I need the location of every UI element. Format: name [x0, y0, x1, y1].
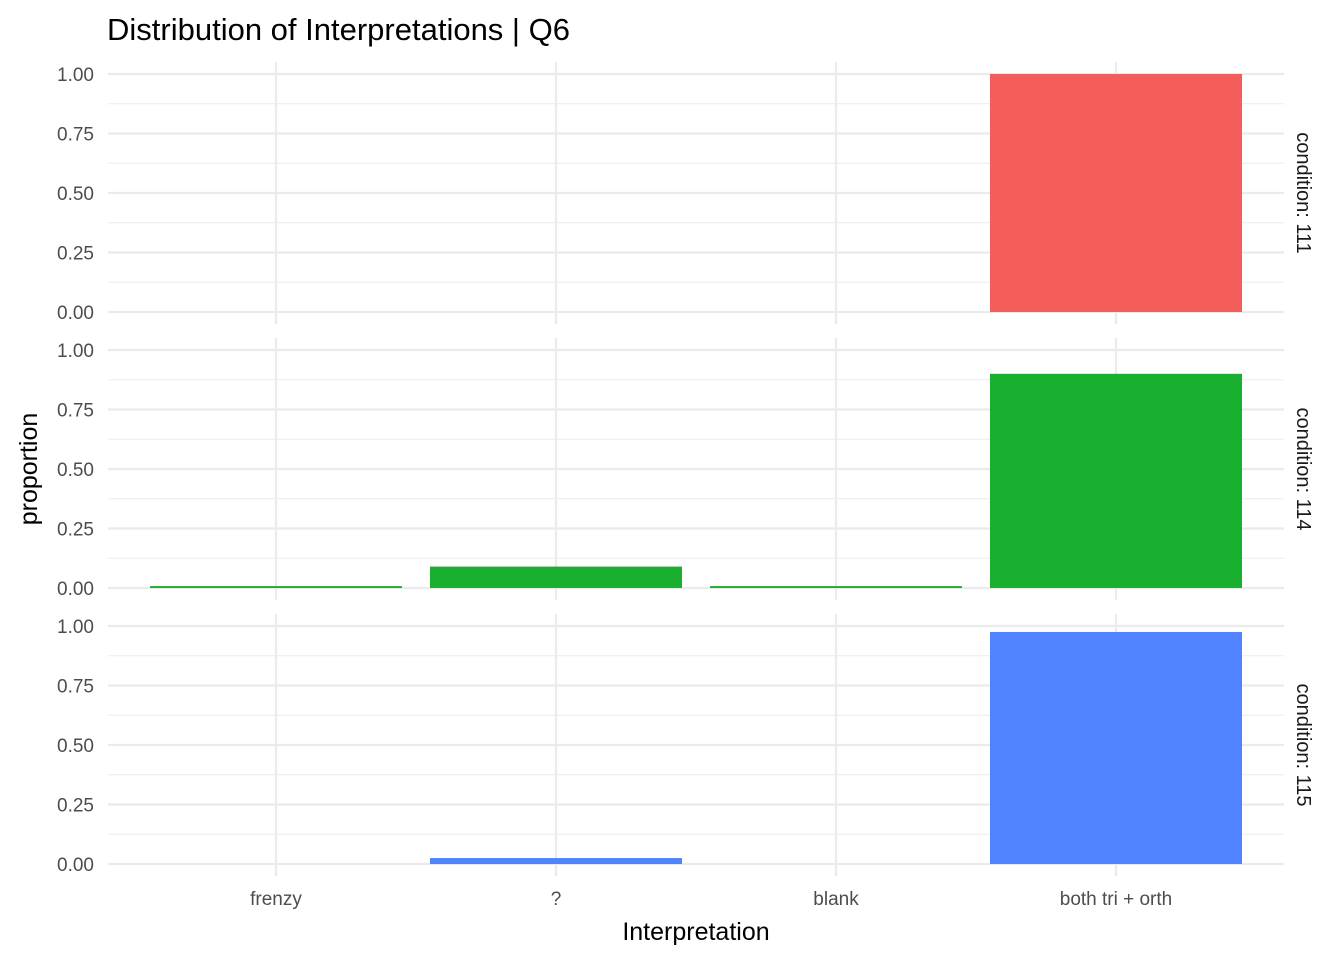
y-tick-label: 0.75: [57, 677, 94, 698]
facet-strip-label: condition: 114: [1292, 407, 1314, 530]
y-tick-label: 0.50: [57, 736, 94, 757]
x-axis-title: Interpretation: [622, 918, 769, 946]
facet-strip-label: condition: 111: [1292, 132, 1314, 254]
x-tick-label: ?: [551, 889, 562, 910]
y-tick-label: 0.50: [57, 460, 94, 481]
y-tick-label: 1.00: [57, 65, 94, 86]
y-tick-label: 0.00: [57, 855, 94, 876]
y-tick-label: 1.00: [57, 617, 94, 638]
y-tick-label: 0.50: [57, 184, 94, 205]
bar: [150, 586, 402, 588]
y-tick-label: 0.00: [57, 303, 94, 324]
x-tick-label: frenzy: [250, 889, 302, 910]
bar: [430, 566, 682, 588]
chart-title: Distribution of Interpretations | Q6: [107, 12, 570, 47]
bar: [990, 373, 1242, 588]
y-tick-label: 0.25: [57, 796, 94, 817]
facet-panel: 0.00 0.25 0.50 0.75 1.00 condition: 111: [57, 62, 1314, 324]
x-tick-label: blank: [813, 889, 859, 910]
bar: [990, 631, 1242, 864]
y-tick-label: 0.25: [57, 244, 94, 265]
y-tick-label: 0.00: [57, 579, 94, 600]
bar: [430, 858, 682, 864]
y-tick-label: 0.75: [57, 401, 94, 422]
bar: [710, 586, 962, 588]
x-tick-label: both tri + orth: [1060, 889, 1172, 910]
bar: [990, 74, 1242, 312]
y-tick-label: 0.75: [57, 125, 94, 146]
facet-panel: 0.00 0.25 0.50 0.75 1.00 condition: 115: [57, 614, 1314, 876]
y-tick-label: 0.25: [57, 520, 94, 541]
facet-strip-label: condition: 115: [1292, 683, 1314, 806]
y-axis-title: proportion: [15, 413, 43, 526]
y-tick-label: 1.00: [57, 341, 94, 362]
x-axis-tick-labels: frenzy? blank both tri + orth: [250, 889, 1172, 910]
facet-panel: 0.00 0.25 0.50 0.75 1.00 condition: 114: [57, 338, 1314, 600]
